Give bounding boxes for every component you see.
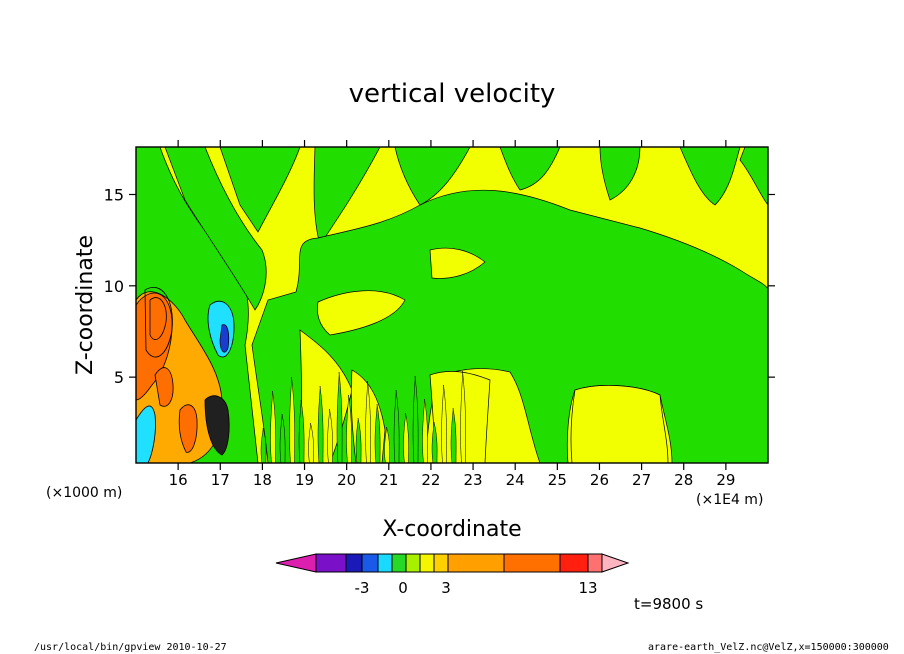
- x-tick-label: 17: [211, 471, 230, 489]
- field-yellow-3: [429, 371, 491, 463]
- field-dark-core: [204, 395, 230, 456]
- field-streak-18: [431, 421, 438, 463]
- field-streak-3: [289, 376, 295, 463]
- field-streak-16: [412, 375, 419, 463]
- field-streak-8: [336, 371, 343, 463]
- field-streak-11: [365, 380, 371, 463]
- x-tick-label: 23: [464, 471, 483, 489]
- field-streak-5: [308, 422, 314, 463]
- field-green-6: [499, 147, 561, 191]
- x-axis-label: X-coordinate: [382, 517, 521, 542]
- x-tick-label: 20: [337, 471, 356, 489]
- x-tick-label: 18: [253, 471, 272, 489]
- field-green-5: [394, 147, 471, 206]
- field-streak-1: [270, 390, 276, 463]
- field-streak-21: [460, 370, 466, 463]
- colorbar-label: -3: [355, 579, 370, 597]
- colorbar-swatch: [405, 553, 421, 573]
- y-tick-label: 5: [114, 368, 124, 387]
- field-green-8: [679, 147, 741, 206]
- chart-title: vertical velocity: [349, 79, 556, 109]
- x-tick-label: 28: [674, 471, 693, 489]
- colorbar-swatch: [559, 553, 589, 573]
- field-streak-9: [346, 394, 352, 463]
- field-orange-cell: [136, 292, 173, 401]
- field-green-2: [219, 147, 301, 233]
- colorbar-low-arrow: [275, 553, 317, 573]
- x-tick-label: 22: [421, 471, 440, 489]
- x-tick-label: 26: [590, 471, 609, 489]
- plot-area: 16 17 18 19 20 21 22 23 24 25 26 27 28 29 5 10 15: [104, 140, 775, 489]
- colorbar-swatch: [315, 553, 347, 573]
- field-streak-12: [374, 403, 381, 463]
- y-tick-label: 15: [104, 185, 124, 204]
- field-streak-2: [279, 413, 286, 463]
- field-streak-14: [393, 389, 400, 463]
- field-streak-17: [422, 398, 428, 463]
- x-tick-label: 25: [548, 471, 567, 489]
- colorbar-swatch: [377, 553, 393, 573]
- plot-frame: [135, 146, 769, 464]
- field-cyan-bottom: [136, 405, 156, 463]
- colorbar-swatch: [587, 553, 603, 573]
- x-unit-left: (×1000 m): [46, 485, 122, 501]
- footer-left: /usr/local/bin/gpview 2010-10-27: [34, 642, 227, 653]
- field-green-9: [739, 147, 768, 206]
- colorbar-swatch: [503, 553, 561, 573]
- x-unit-right: (×1E4 m): [696, 492, 763, 508]
- colorbar: -3 0 3 13: [275, 553, 630, 597]
- colorbar-label: 13: [578, 579, 597, 597]
- field-streak-15: [403, 412, 409, 463]
- field-green-7: [599, 147, 641, 201]
- colorbar-swatch: [419, 553, 435, 573]
- field-streak-4: [298, 399, 305, 463]
- field-yellow-4: [570, 385, 669, 463]
- field-green-1: [164, 147, 267, 311]
- footer-right: arare-earth_VelZ.nc@VelZ,x=150000:300000: [648, 642, 889, 653]
- field-streak-6: [317, 385, 324, 463]
- colorbar-swatch: [391, 553, 407, 573]
- colorbar-swatch: [447, 553, 505, 573]
- field-streak-19: [441, 384, 447, 463]
- field-streak-13: [384, 426, 390, 463]
- colorbar-swatch: [361, 553, 379, 573]
- colorbar-label: 3: [441, 579, 451, 597]
- x-tick-label: 29: [716, 471, 735, 489]
- field-streak-20: [450, 407, 457, 463]
- y-axis-label: Z-coordinate: [73, 235, 98, 375]
- x-tick-label: 27: [632, 471, 651, 489]
- field-blue-core: [219, 324, 230, 353]
- time-label: t=9800 s: [634, 595, 703, 613]
- field-orange-contour-a: [149, 297, 167, 340]
- field-yellow-5: [429, 247, 486, 279]
- field-orange-lower: [178, 404, 198, 453]
- colorbar-high-arrow: [601, 553, 630, 573]
- field-orange-small: [154, 367, 174, 407]
- x-tick-label: 21: [379, 471, 398, 489]
- colorbar-label: 0: [398, 579, 408, 597]
- field-streak-7: [327, 408, 333, 463]
- field-yellow-0: [316, 290, 406, 336]
- colorbar-swatch: [433, 553, 449, 573]
- y-tick-label: 10: [104, 277, 124, 296]
- field-streak-0: [260, 427, 267, 463]
- x-tick-label: 19: [295, 471, 314, 489]
- colorbar-swatch: [345, 553, 363, 573]
- x-tick-label: 16: [169, 471, 188, 489]
- field-streak-10: [355, 417, 362, 463]
- x-tick-label: 24: [506, 471, 525, 489]
